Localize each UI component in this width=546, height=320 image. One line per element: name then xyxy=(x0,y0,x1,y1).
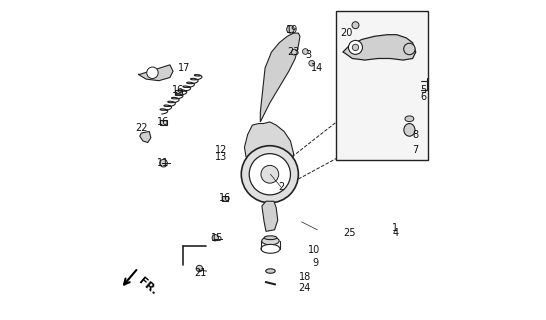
Polygon shape xyxy=(138,65,173,81)
Text: 16: 16 xyxy=(219,193,232,203)
Text: 20: 20 xyxy=(340,28,352,38)
Text: 3: 3 xyxy=(305,50,311,60)
Text: 8: 8 xyxy=(413,130,419,140)
Ellipse shape xyxy=(352,22,359,29)
Bar xyxy=(336,11,429,160)
Circle shape xyxy=(261,165,278,183)
Ellipse shape xyxy=(261,244,280,253)
Circle shape xyxy=(147,67,158,78)
Text: 15: 15 xyxy=(211,233,224,243)
Circle shape xyxy=(160,159,168,167)
Polygon shape xyxy=(140,132,151,142)
Circle shape xyxy=(249,154,290,195)
Text: 25: 25 xyxy=(343,228,355,238)
Bar xyxy=(222,196,228,201)
Circle shape xyxy=(302,49,308,54)
Text: 17: 17 xyxy=(178,63,191,73)
Text: 14: 14 xyxy=(311,63,324,73)
Text: 13: 13 xyxy=(215,152,227,162)
Circle shape xyxy=(403,43,415,55)
Polygon shape xyxy=(260,33,300,122)
Text: 16: 16 xyxy=(171,85,184,95)
Ellipse shape xyxy=(264,236,277,240)
Ellipse shape xyxy=(404,124,415,136)
Polygon shape xyxy=(262,201,278,231)
Circle shape xyxy=(352,44,359,51)
Text: 9: 9 xyxy=(313,258,319,268)
Text: 2: 2 xyxy=(278,182,284,192)
Text: 24: 24 xyxy=(299,284,311,293)
Circle shape xyxy=(292,49,297,55)
Text: 1: 1 xyxy=(392,223,398,233)
Text: 4: 4 xyxy=(392,228,398,238)
Text: 16: 16 xyxy=(157,117,170,127)
Circle shape xyxy=(241,146,298,203)
Circle shape xyxy=(196,265,203,272)
Text: 19: 19 xyxy=(286,25,298,35)
Polygon shape xyxy=(343,35,416,60)
Text: 12: 12 xyxy=(215,146,227,156)
Bar xyxy=(175,90,182,95)
Text: 23: 23 xyxy=(287,47,300,57)
Ellipse shape xyxy=(405,116,414,122)
Circle shape xyxy=(287,26,294,33)
Ellipse shape xyxy=(266,269,275,273)
Text: 6: 6 xyxy=(420,92,427,101)
Text: 21: 21 xyxy=(194,268,206,278)
Text: 11: 11 xyxy=(157,158,170,168)
Circle shape xyxy=(212,235,218,241)
Text: 5: 5 xyxy=(420,85,427,95)
Text: 10: 10 xyxy=(308,245,321,255)
Text: 22: 22 xyxy=(135,123,147,133)
Text: FR.: FR. xyxy=(136,276,159,297)
Circle shape xyxy=(309,60,314,66)
Bar xyxy=(161,120,167,125)
Ellipse shape xyxy=(262,237,279,245)
Circle shape xyxy=(348,40,363,54)
Text: 18: 18 xyxy=(299,272,311,282)
Polygon shape xyxy=(245,122,294,174)
Text: 7: 7 xyxy=(413,146,419,156)
